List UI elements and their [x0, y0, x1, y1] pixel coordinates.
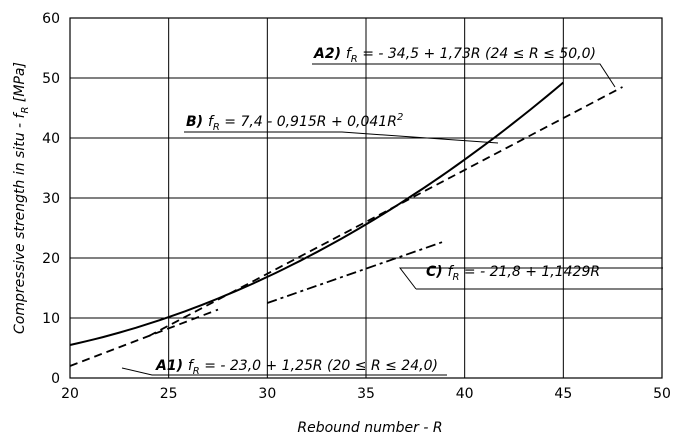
leader-lines — [121, 63, 663, 376]
equation-label-id-C: C) — [426, 264, 448, 280]
equation-label-sub-A1: R — [193, 366, 200, 377]
series-line-C — [267, 240, 446, 304]
x-tick-label-40: 40 — [456, 386, 474, 402]
x-tick-label-50: 50 — [653, 386, 671, 402]
series-line-B — [69, 81, 564, 346]
equation-label-body-A2: = - 34,5 + 1,73R (24 ≤ R ≤ 50,0) — [358, 46, 596, 62]
y-tick-label-50: 50 — [42, 71, 60, 87]
x-tick-label-25: 25 — [160, 386, 178, 402]
x-tick-label-30: 30 — [258, 386, 276, 402]
y-tick-label-60: 60 — [42, 11, 60, 27]
equation-label-f-B: f — [208, 114, 215, 130]
y-tick-label-30: 30 — [42, 191, 60, 207]
grid — [69, 17, 663, 379]
y-tick-labels: 0 10 20 30 40 50 60 — [42, 11, 60, 387]
series-line-A1 — [69, 308, 219, 367]
equation-label-sub-A2: R — [351, 54, 358, 65]
plot-frame — [69, 17, 663, 379]
y-axis-title: Compressive strength in situ - fR [MPa] — [12, 62, 31, 334]
leader-line-B — [184, 131, 499, 144]
y-axis-title-unit: [MPa] — [12, 62, 28, 106]
series-line-A2 — [148, 86, 623, 337]
equation-label-B: B) fR = 7,4 - 0,915R + 0,041R2 — [186, 112, 403, 133]
equation-label-sub-C: R — [452, 272, 459, 283]
y-tick-label-40: 40 — [42, 131, 60, 147]
equation-label-f-A2: f — [346, 46, 353, 62]
y-axis-title-subscript: R — [20, 107, 31, 114]
data-series — [69, 81, 623, 367]
x-tick-label-20: 20 — [61, 386, 79, 402]
y-tick-label-20: 20 — [42, 251, 60, 267]
equation-label-body-A1: = - 23,0 + 1,25R (20 ≤ R ≤ 24,0) — [200, 358, 438, 374]
equation-label-A1: A1) fR = - 23,0 + 1,25R (20 ≤ R ≤ 24,0) — [155, 358, 438, 377]
equation-label-body-C: = - 21,8 + 1,1429R — [459, 264, 600, 280]
x-axis-title: Rebound number - R — [297, 420, 442, 436]
equation-label-f-A1: f — [188, 358, 195, 374]
y-tick-label-10: 10 — [42, 311, 60, 327]
equation-label-sup-B: 2 — [397, 112, 403, 123]
x-tick-labels: 20 25 30 35 40 45 50 — [61, 386, 671, 402]
leader-line-A1 — [121, 367, 447, 376]
equation-label-C: C) fR = - 21,8 + 1,1429R — [426, 264, 600, 283]
leader-line-C — [398, 267, 663, 290]
equation-label-id-A2: A2) — [313, 46, 346, 62]
equation-label-A2: A2) fR = - 34,5 + 1,73R (24 ≤ R ≤ 50,0) — [313, 46, 596, 65]
x-tick-label-35: 35 — [357, 386, 375, 402]
equation-label-sub-B: R — [213, 122, 220, 133]
equation-label-body-B: = 7,4 - 0,915R + 0,041R — [220, 114, 397, 130]
equation-label-f-C: f — [448, 264, 455, 280]
y-tick-label-0: 0 — [51, 371, 60, 387]
equation-label-id-B: B) — [186, 114, 208, 130]
leader-line-A2 — [312, 63, 616, 88]
y-axis-title-main: Compressive strength in situ - f — [12, 111, 28, 333]
equation-label-id-A1: A1) — [155, 358, 188, 374]
x-tick-label-45: 45 — [554, 386, 572, 402]
